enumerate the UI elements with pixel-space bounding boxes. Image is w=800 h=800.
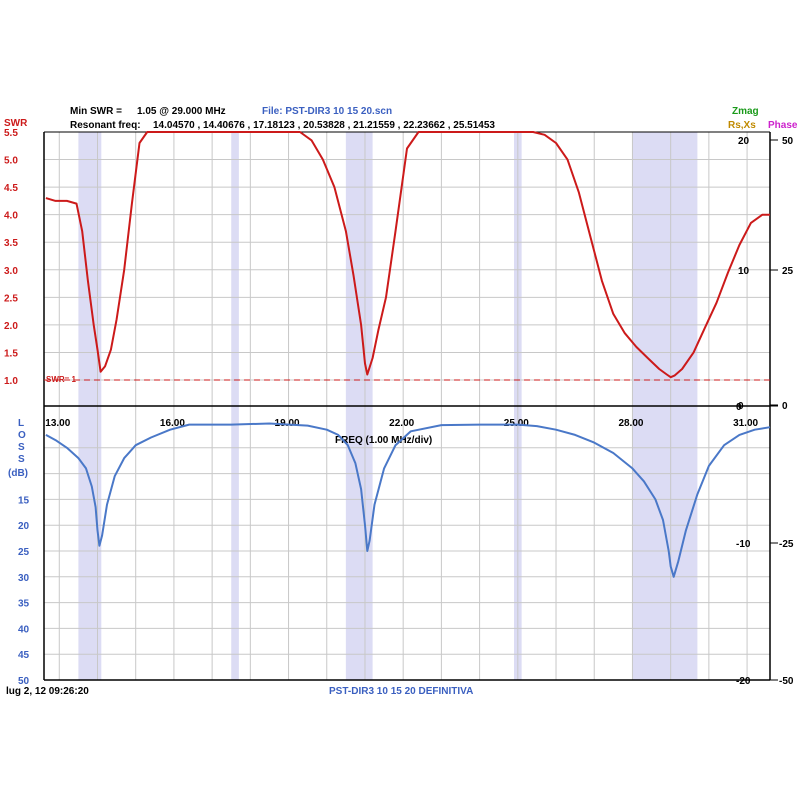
loss-tick-label: 15: [18, 495, 30, 506]
loss-tick-label: 30: [18, 573, 30, 584]
loss-axis-letter: O: [18, 430, 26, 441]
loss-tick-label: 45: [18, 650, 30, 661]
swr-tick-label: 2.0: [4, 321, 18, 332]
freq-tick-label: 22.00: [389, 418, 414, 429]
min-swr-value: 1.05 @ 29.000 MHz: [137, 106, 226, 117]
swr-tick-label: 5.5: [4, 128, 18, 139]
swr-tick-label: 4.0: [4, 211, 18, 222]
freq-tick-label: 28.00: [618, 418, 643, 429]
swr1-label: SWR= 1: [46, 375, 77, 384]
phase-legend: Phase: [768, 120, 798, 131]
footer-title: PST-DIR3 10 15 20 DEFINITIVA: [329, 686, 473, 697]
curves: [45, 131, 771, 578]
loss-tick-label: 35: [18, 599, 30, 610]
loss-axis-letter: S: [18, 454, 25, 465]
axis-ticks: 5.55.04.54.03.53.02.52.01.51.0LOSS(dB)15…: [4, 128, 794, 687]
freq-axis-title: FREQ (1.00 MHz/div): [335, 435, 432, 446]
rsxs-legend: Rs,Xs: [728, 120, 756, 131]
swr-tick-label: 1.5: [4, 348, 18, 359]
phase-tick-label: -50: [779, 676, 794, 687]
zmag-tick-label: 10: [738, 266, 750, 277]
loss-tick-label: 25: [18, 547, 30, 558]
swr-tick-label: 5.0: [4, 156, 18, 167]
loss-tick-label: 40: [18, 624, 30, 635]
rsxs-tick-label: -10: [736, 539, 751, 550]
freq-tick-label: 16.00: [160, 418, 185, 429]
swr-axis-title: SWR: [4, 118, 28, 129]
swr-tick-label: 4.5: [4, 183, 18, 194]
freq-tick-label: 13.00: [45, 418, 70, 429]
freq-tick-label: 31.00: [733, 418, 758, 429]
swr-curve: [45, 131, 770, 379]
rsxs-tick-label: 0: [736, 402, 742, 413]
swr-tick-label: 3.5: [4, 238, 18, 249]
zmag-legend: Zmag: [732, 106, 759, 117]
swr-tick-label: 2.5: [4, 293, 18, 304]
loss-axis-letter: L: [18, 418, 24, 429]
loss-tick-label: 50: [18, 676, 30, 687]
swr-tick-label: 1.0: [4, 376, 18, 387]
resonant-values: 14.04570 , 14.40676 , 17.18123 , 20.5382…: [153, 120, 495, 131]
swr-tick-label: 3.0: [4, 266, 18, 277]
loss-axis-letter: S: [18, 442, 25, 453]
resonant-label: Resonant freq:: [70, 120, 141, 131]
zmag-tick-label: 0: [738, 401, 744, 412]
phase-tick-label: 50: [782, 136, 794, 147]
min-swr-label: Min SWR =: [70, 106, 122, 117]
phase-tick-label: 25: [782, 266, 794, 277]
loss-tick-label: 20: [18, 521, 30, 532]
freq-tick-label: 25.00: [504, 418, 529, 429]
footer-datetime: lug 2, 12 09:26:20: [6, 686, 89, 697]
loss-curve: [45, 422, 771, 578]
phase-tick-label: -25: [779, 539, 794, 550]
zmag-tick-label: 20: [738, 136, 750, 147]
phase-tick-label: 0: [782, 401, 788, 412]
rsxs-tick-label: -20: [736, 676, 751, 687]
loss-axis-letter: (dB): [8, 468, 28, 479]
file-name: File: PST-DIR3 10 15 20.scn: [262, 106, 392, 117]
